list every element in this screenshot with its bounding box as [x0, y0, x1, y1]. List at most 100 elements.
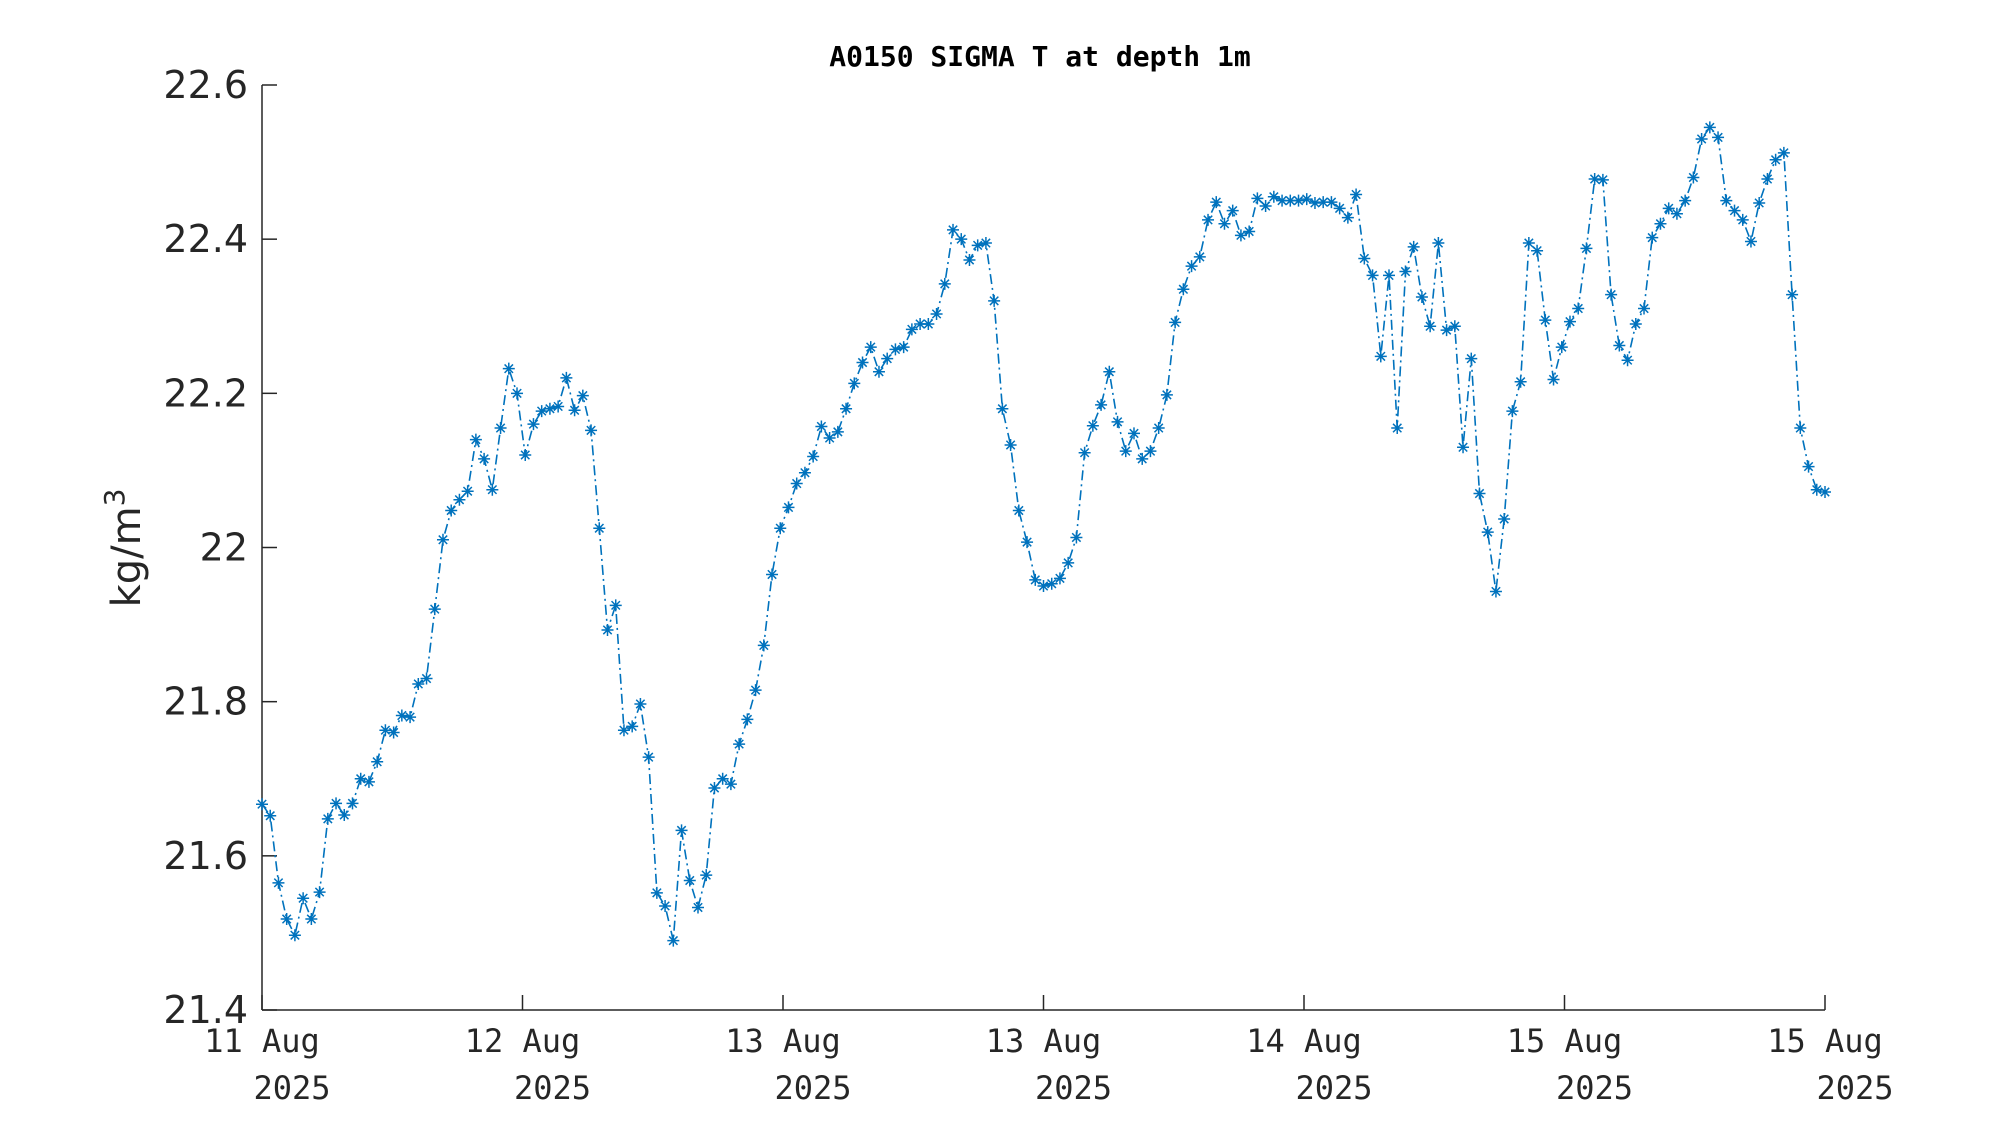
data-point-marker [1267, 190, 1280, 203]
data-point-marker [264, 809, 277, 822]
data-point-marker [1703, 121, 1716, 134]
data-point-marker [1769, 153, 1782, 166]
data-point-marker [1596, 173, 1609, 186]
data-point-marker [1103, 365, 1116, 378]
data-point-marker [617, 724, 630, 737]
y-tick-label: 21.6 [163, 834, 248, 878]
data-point-marker [1613, 339, 1626, 352]
x-tick-label-date: 15 Aug [1767, 1022, 1883, 1060]
data-point-marker [1646, 231, 1659, 244]
data-point-marker [1819, 486, 1831, 498]
data-point-marker [1383, 269, 1396, 282]
x-tick-label-date: 11 Aug [204, 1022, 320, 1060]
data-point-marker [1736, 213, 1749, 226]
data-point-marker [708, 782, 721, 794]
data-point-marker [675, 824, 688, 837]
data-point-marker [897, 341, 910, 354]
data-point-marker [1761, 173, 1774, 186]
data-point-marker [1292, 194, 1305, 207]
data-point-marker [502, 362, 515, 375]
data-point-marker [1728, 204, 1741, 217]
data-point-marker [436, 533, 449, 546]
data-point-marker [1086, 419, 1099, 432]
data-point-marker [766, 568, 779, 581]
data-point-marker [1621, 354, 1634, 367]
data-point-marker [469, 433, 482, 446]
data-point-marker [338, 808, 351, 821]
data-point-marker [1457, 441, 1470, 454]
data-point-marker [486, 483, 499, 496]
data-point-marker [881, 352, 894, 365]
data-point-marker [609, 599, 622, 612]
data-point-marker [650, 886, 663, 899]
x-tick-label-date: 13 Aug [986, 1022, 1102, 1060]
data-point-marker [1399, 265, 1412, 278]
data-point-marker [1136, 452, 1149, 465]
data-point-marker [1481, 526, 1494, 539]
data-point-marker [1333, 202, 1346, 215]
data-point-marker [1078, 446, 1091, 459]
data-point-marker [724, 778, 737, 791]
data-point-marker [922, 317, 935, 330]
data-point-marker [1160, 388, 1173, 401]
data-point-marker [1777, 146, 1790, 159]
data-point-marker [461, 485, 474, 498]
data-point-marker [741, 713, 754, 726]
data-point-marker [1407, 240, 1420, 253]
data-point-marker [757, 639, 770, 652]
data-point-marker [1424, 320, 1437, 333]
x-tick-label-year: 2025 [1556, 1069, 1633, 1107]
x-tick-label-date: 12 Aug [465, 1022, 581, 1060]
y-axis-ticks: 21.4 21.6 21.8 22 22.2 22.4 22.6 [163, 63, 277, 1032]
data-point-marker [478, 452, 491, 465]
data-point-marker [1210, 196, 1223, 209]
data-point-marker [1605, 288, 1618, 301]
data-point-marker [1440, 324, 1453, 337]
data-point-marker [404, 711, 417, 724]
data-point-marker [1152, 422, 1165, 435]
data-point-marker [1037, 580, 1050, 593]
data-point-marker [1045, 577, 1058, 590]
data-point-marker [321, 812, 334, 825]
data-point-marker [1259, 200, 1272, 213]
data-point-marker [1539, 314, 1552, 327]
data-point-marker [1202, 213, 1215, 226]
data-point-marker [1341, 211, 1354, 224]
data-point-marker [568, 404, 581, 417]
data-point-marker [1415, 290, 1428, 303]
data-point-marker [1021, 536, 1034, 549]
data-point-marker [914, 317, 927, 330]
data-point-marker [1226, 204, 1239, 217]
x-tick-label-date: 14 Aug [1246, 1022, 1362, 1060]
data-point-marker [1514, 375, 1527, 388]
data-point-marker [1308, 196, 1321, 209]
data-point-marker [395, 709, 408, 722]
data-point-marker [453, 493, 466, 506]
data-point-marker [1712, 131, 1725, 144]
data-point-marker [1358, 252, 1371, 265]
x-tick-label-year: 2025 [1816, 1069, 1893, 1107]
x-tick-label-date: 15 Aug [1507, 1022, 1623, 1060]
data-point-marker [1243, 225, 1256, 238]
data-point-marker [1531, 244, 1544, 257]
data-point-marker [1325, 196, 1338, 209]
data-point-marker [1670, 207, 1683, 220]
data-point-marker [831, 425, 844, 438]
data-point-marker [1720, 194, 1733, 207]
data-point-marker [362, 775, 375, 788]
chart-title: A0150 SIGMA T at depth 1m [829, 40, 1250, 73]
data-point-marker [667, 934, 680, 947]
data-point-marker [288, 929, 301, 942]
data-point-marker [872, 365, 885, 378]
data-point-marker [988, 294, 1001, 307]
data-point-marker [1580, 242, 1593, 255]
data-point-marker [1786, 288, 1799, 301]
data-point-marker [379, 724, 392, 737]
data-point-marker [1062, 556, 1075, 569]
x-axis-ticks: 11 Aug 2025 12 Aug 2025 13 Aug 2025 13 Aug 2025… [204, 995, 1894, 1107]
data-point-marker [1391, 422, 1404, 435]
data-point-marker [1448, 320, 1461, 333]
data-point-marker [371, 755, 384, 768]
data-point-marker [1662, 202, 1675, 215]
data-point-marker [815, 420, 828, 433]
